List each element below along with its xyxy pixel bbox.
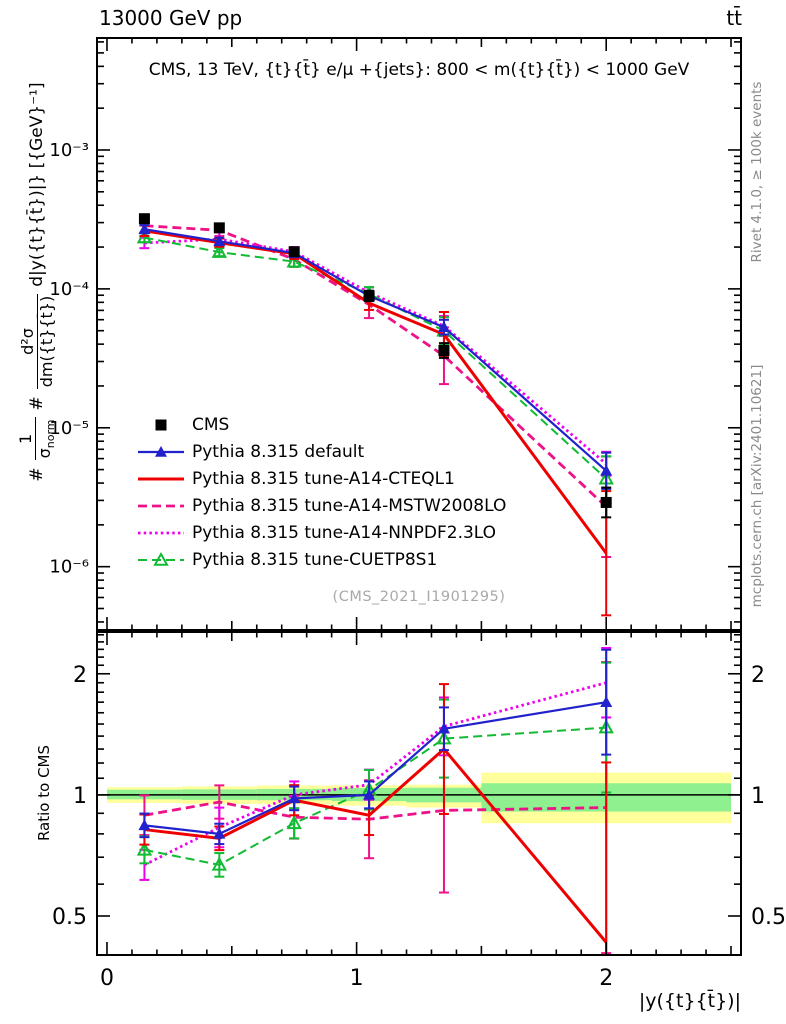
main-y-tick-label: 10⁻⁶ <box>49 557 89 578</box>
legend-label: Pythia 8.315 tune-CUETP8S1 <box>192 549 438 570</box>
x-tick-label: 1 <box>350 966 364 991</box>
main-y-tick-label: 10⁻⁴ <box>49 279 89 300</box>
main-y-tick-label: 10⁻⁵ <box>49 418 89 439</box>
legend-label: CMS <box>192 414 230 435</box>
ratio-panel-frame <box>96 631 742 956</box>
legend-item-mstw2008lo: Pythia 8.315 tune-A14-MSTW2008LO <box>136 492 506 519</box>
ylabel-hash1: # <box>27 467 47 482</box>
legend-item-cteql1: Pythia 8.315 tune-A14-CTEQL1 <box>136 465 506 492</box>
legend-label: Pythia 8.315 tune-A14-MSTW2008LO <box>192 495 507 516</box>
ratio-y-tick-label-right: 1 <box>751 784 765 809</box>
ylabel-frac-xsec: d²σ dm({t}{t̄}) <box>18 293 56 390</box>
ylabel-hash2: # <box>27 396 47 411</box>
process-label: tt̄ <box>726 6 742 30</box>
ylabel-frac2-den: dm({t}{t̄}) <box>36 295 56 388</box>
ylabel-sigma-sub: norm <box>43 419 57 449</box>
ratio-y-tick-label-left: 2 <box>73 663 87 688</box>
axis-ticks <box>97 38 741 956</box>
legend-label: Pythia 8.315 default <box>192 441 365 462</box>
ylabel-frac1-den: σnorm <box>34 417 57 460</box>
ylabel-frac1-num: 1 <box>16 417 36 461</box>
x-tick-label: 2 <box>599 966 613 991</box>
mcplots-arxiv-note: mcplots.cern.ch [arXiv:2401.10621] <box>749 364 765 608</box>
legend-item-pythia-default: Pythia 8.315 default <box>136 438 506 465</box>
ratio-y-tick-label-right: 2 <box>751 663 765 688</box>
ratio-y-tick-label-left: 0.5 <box>52 905 87 930</box>
ratio-y-tick-label-left: 1 <box>73 784 87 809</box>
cuetp8s1-marker-icon <box>136 551 192 569</box>
main-panel-frame <box>96 37 742 631</box>
ratio-panel-data <box>136 646 614 955</box>
legend-item-nnpdf23lo: Pythia 8.315 tune-A14-NNPDF2.3LO <box>136 519 506 546</box>
pythia-default-marker-icon <box>136 443 192 461</box>
main-panel-data <box>136 213 614 617</box>
rivet-version-note: Rivet 4.1.0, ≥ 100k events <box>749 81 765 263</box>
legend-item-cms: CMS <box>136 411 506 438</box>
x-tick-label: 0 <box>100 966 114 991</box>
legend-label: Pythia 8.315 tune-A14-CTEQL1 <box>192 468 455 489</box>
ylabel-sigma: σ <box>34 448 54 459</box>
plot-title: CMS, 13 TeV, {t}{t̄} e/μ +{jets}: 800 < … <box>148 60 690 80</box>
ratio-uncertainty-bands <box>97 772 741 824</box>
x-axis-label: |y({t}{t̄})| <box>638 990 741 1012</box>
ylabel-frac2-num: d²σ <box>18 293 38 390</box>
ratio-y-axis-label: Ratio to CMS <box>35 744 53 842</box>
main-y-axis-label: # 1 σnorm # d²σ dm({t}{t̄}) d|y({t}{t̄})… <box>7 42 67 522</box>
ylabel-frac-norm: 1 σnorm <box>16 417 57 461</box>
cms-marker-icon <box>136 416 192 434</box>
legend-item-cuetp8s1: Pythia 8.315 tune-CUETP8S1 <box>136 546 506 573</box>
ylabel-tail: d|y({t}{t̄})|} [{GeV}⁻¹] <box>27 82 47 287</box>
ratio-y-tick-label-right: 0.5 <box>751 905 786 930</box>
beam-energy-label: 13000 GeV pp <box>99 6 243 30</box>
legend: CMS Pythia 8.315 default Pythia 8.315 tu… <box>136 411 506 573</box>
analysis-id-watermark: (CMS_2021_I1901295) <box>332 589 506 605</box>
nnpdf23lo-marker-icon <box>136 524 192 542</box>
legend-label: Pythia 8.315 tune-A14-NNPDF2.3LO <box>192 522 497 543</box>
cteql1-marker-icon <box>136 470 192 488</box>
mstw2008lo-marker-icon <box>136 497 192 515</box>
main-y-tick-label: 10⁻³ <box>49 140 89 161</box>
